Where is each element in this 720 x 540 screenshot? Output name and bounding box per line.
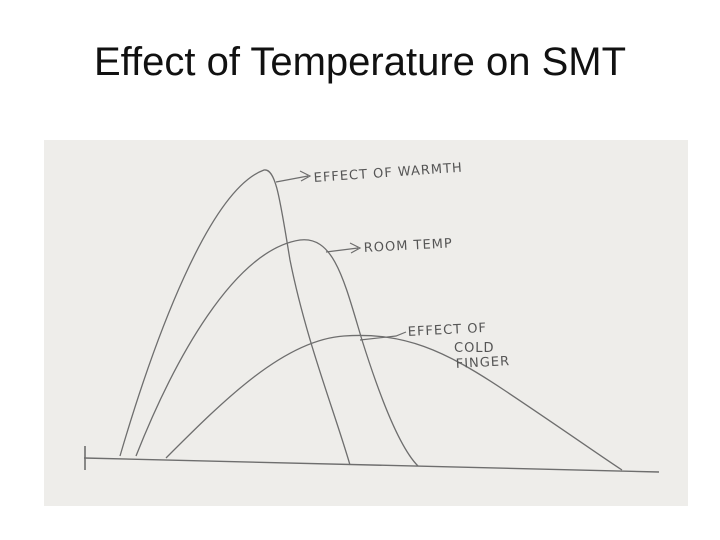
- curve-warmth: [119, 169, 351, 466]
- arrow-room-temp: [325, 242, 362, 254]
- label-effect-of-warmth: EFFECT OF WARMTH: [313, 161, 463, 186]
- label-effect-of-cold-line1: EFFECT OF: [407, 321, 487, 340]
- pencil-sketch: EFFECT OF WARMTH ROOM TEMP EFFECT OF COL…: [44, 140, 688, 506]
- sketch-svg: EFFECT OF WARMTH ROOM TEMP EFFECT OF COL…: [83, 161, 660, 473]
- label-effect-of-cold-line2: COLD: [454, 341, 495, 356]
- curve-cold-finger: [165, 334, 623, 471]
- arrow-cold-finger: [359, 331, 407, 341]
- curve-room-temp: [135, 239, 419, 467]
- arrow-warmth: [275, 170, 312, 183]
- slide-title: Effect of Temperature on SMT: [93, 40, 627, 84]
- label-room-temp: ROOM TEMP: [363, 236, 453, 256]
- baseline-axis: [83, 457, 660, 473]
- label-effect-of-cold-line3: FINGER: [455, 354, 510, 372]
